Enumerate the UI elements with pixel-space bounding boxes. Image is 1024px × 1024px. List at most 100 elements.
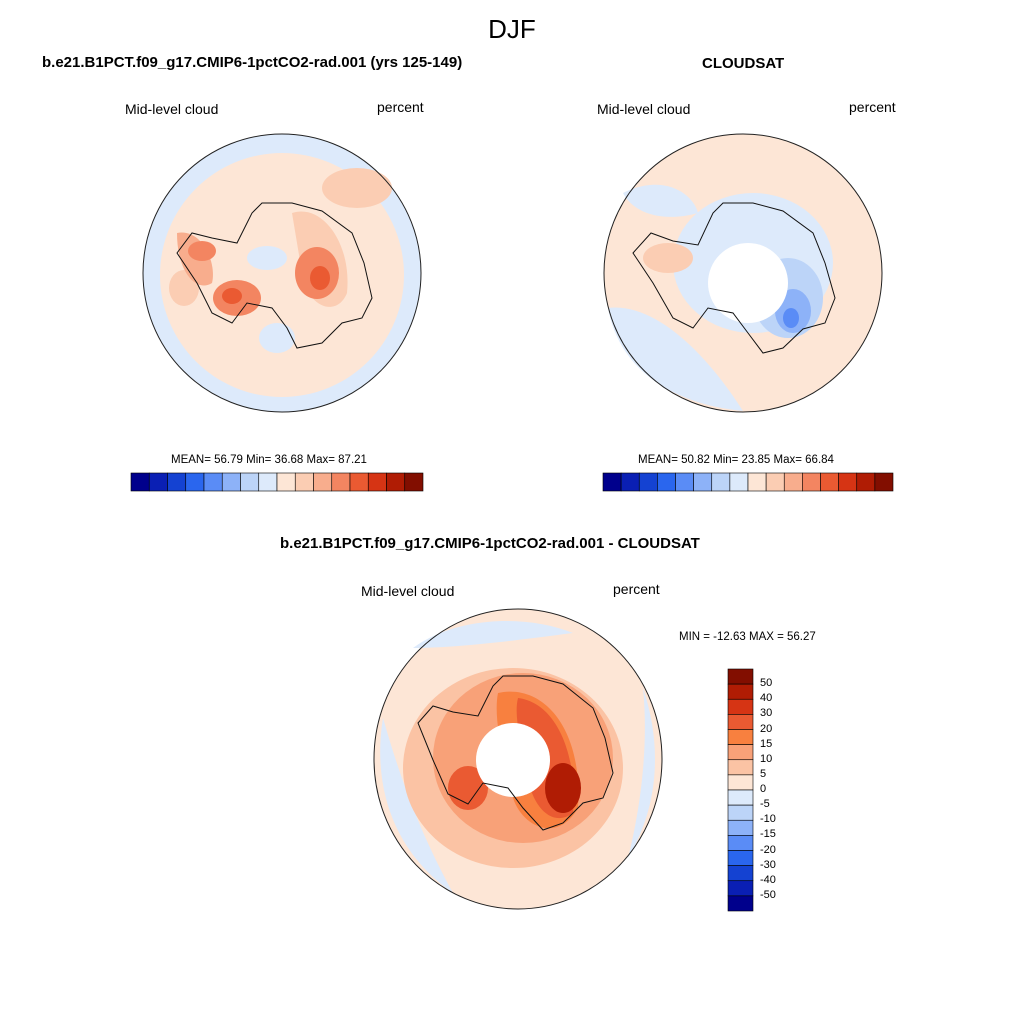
panel2-map [603, 133, 883, 413]
colorbar-swatch [221, 472, 241, 492]
panel2-antarctica-coastline [632, 202, 836, 354]
colorbar-swatch [130, 472, 150, 492]
colorbar-swatch [727, 895, 754, 912]
colorbar-swatch [276, 472, 296, 492]
colorbar-swatch [727, 880, 754, 897]
colorbar-swatch [727, 668, 754, 685]
colorbar-tick-label: -15 [760, 828, 776, 841]
colorbar-swatch [874, 472, 894, 492]
panel1-colorbar-ticks [131, 494, 423, 508]
colorbar-swatch [838, 472, 858, 492]
colorbar-swatch [820, 472, 839, 492]
panel3-map-border [373, 608, 663, 910]
colorbar-swatch [856, 472, 876, 492]
colorbar-swatch [386, 472, 406, 492]
panel1-field-80c [188, 241, 216, 261]
panel3-map [373, 608, 663, 910]
colorbar-tick-label: -5 [760, 798, 770, 811]
panel1-field-low-a [247, 246, 287, 270]
panel3-units-label: percent [613, 581, 660, 597]
panel3-field-low-e [628, 688, 655, 858]
panel1-stats: MEAN= 56.79 Min= 36.68 Max= 87.21 [171, 454, 367, 466]
panel1-map-border [142, 133, 422, 413]
colorbar-swatch [783, 472, 803, 492]
panel2-map-border [603, 133, 883, 413]
panel2-missing-data-pole [708, 243, 788, 323]
colorbar-swatch [802, 472, 821, 492]
colorbar-swatch [727, 759, 754, 776]
colorbar-tick-label: 0 [760, 783, 767, 795]
colorbar-swatch [638, 472, 658, 492]
panel3-missing-data-pole [476, 723, 550, 797]
colorbar-tick-label: 30 [760, 707, 773, 720]
colorbar-tick-label: -50 [760, 888, 776, 901]
colorbar-swatch [331, 472, 351, 492]
colorbar-swatch [727, 714, 754, 730]
colorbar-swatch [727, 698, 754, 715]
colorbar-swatch [727, 819, 754, 836]
colorbar-swatch [727, 865, 754, 882]
panel3-field-low-n [413, 621, 573, 648]
colorbar-swatch [367, 472, 387, 492]
colorbar-swatch [727, 774, 754, 791]
colorbar-tick-label: 5 [760, 767, 767, 780]
colorbar-swatch [727, 804, 754, 821]
colorbar-swatch [693, 472, 713, 492]
colorbar-swatch [727, 729, 754, 745]
panel3-colorbar-swatches [727, 668, 754, 912]
panel3-colorbar-ticks: 50 40 30 20 15 10 5 0 -5 -10 -15 -20 -30 -40 -50 [760, 669, 800, 911]
panel1-units-label: percent [377, 99, 424, 115]
panel1-variable-label: Mid-level cloud [125, 101, 219, 117]
panel2-field-low-nw [623, 184, 698, 217]
colorbar-swatch [258, 472, 278, 492]
colorbar-swatch [349, 472, 369, 492]
colorbar-swatch [294, 472, 314, 492]
colorbar-swatch [240, 472, 260, 492]
colorbar-tick-label: 15 [760, 737, 773, 750]
panel2-colorbar-ticks [603, 494, 893, 508]
colorbar-swatch [711, 472, 731, 492]
colorbar-swatch [313, 472, 333, 492]
panel2-stats: MEAN= 50.82 Min= 23.85 Max= 66.84 [638, 454, 834, 466]
colorbar-swatch [729, 472, 749, 492]
panel1-field-60 [160, 153, 404, 397]
colorbar-tick-label: -20 [760, 843, 776, 856]
panel3-variable-label: Mid-level cloud [361, 583, 455, 599]
panel2-field-30 [783, 308, 799, 328]
colorbar-swatch [148, 472, 168, 492]
panel2-title: CLOUDSAT [702, 55, 785, 72]
colorbar-tick-label: 50 [760, 677, 773, 690]
colorbar-swatch [727, 835, 754, 851]
figure-title: DJF [488, 14, 536, 44]
panel1-antarctica-coastline [176, 202, 373, 349]
colorbar-swatch [675, 472, 694, 492]
panel1-field-85b [222, 288, 242, 304]
colorbar-swatch [657, 472, 676, 492]
colorbar-swatch [765, 472, 785, 492]
colorbar-swatch [620, 472, 640, 492]
colorbar-swatch [167, 472, 187, 492]
panel2-field-65 [643, 243, 693, 273]
colorbar-swatch [602, 472, 622, 492]
colorbar-swatch [203, 472, 223, 492]
colorbar-swatch [727, 744, 754, 761]
panel1-field-70 [322, 168, 392, 208]
panel2-field-low-sw [608, 307, 743, 411]
colorbar-tick-label: -40 [760, 873, 776, 886]
panel3-stats: MIN = -12.63 MAX = 56.27 [679, 631, 816, 643]
panel3-antarctica-coastline [417, 675, 614, 831]
colorbar-swatch [727, 789, 754, 806]
colorbar-tick-label: 10 [760, 752, 773, 765]
colorbar-swatch [727, 683, 754, 700]
panel1-title: b.e21.B1PCT.f09_g17.CMIP6-1pctCO2-rad.00… [42, 54, 463, 71]
colorbar-swatch [404, 472, 424, 492]
colorbar-tick-label: 20 [760, 722, 773, 735]
panel2-variable-label: Mid-level cloud [597, 101, 691, 117]
panel2-colorbar-swatches [602, 472, 894, 492]
panel3-field-low-w [380, 718, 453, 893]
panel3-field-40 [545, 763, 581, 813]
panel1-field-85 [310, 266, 330, 290]
colorbar-tick-label: -30 [760, 858, 776, 871]
panel1-field-low-b [259, 323, 295, 353]
colorbar-tick-label: 40 [760, 692, 773, 705]
